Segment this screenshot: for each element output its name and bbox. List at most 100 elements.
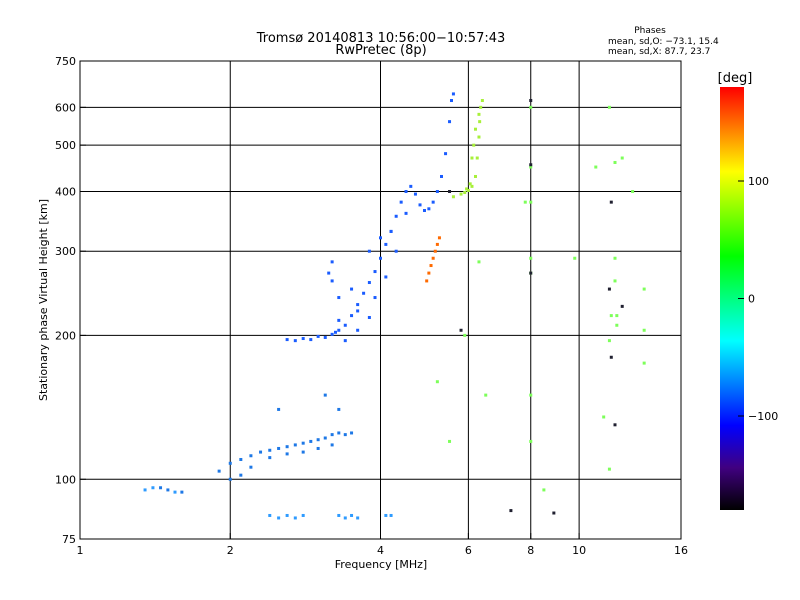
data-point [143, 488, 147, 492]
data-point [249, 454, 253, 458]
data-point [642, 328, 646, 332]
data-point [552, 511, 556, 515]
series-f-layer-x-mode-trace [451, 99, 484, 199]
data-point [228, 461, 232, 465]
data-point [285, 513, 289, 517]
y-tick-label: 300 [55, 245, 76, 258]
data-point [477, 135, 481, 139]
data-point [228, 477, 232, 481]
data-point [435, 380, 439, 384]
data-point [333, 330, 337, 334]
data-point [470, 156, 474, 160]
data-point [343, 323, 347, 327]
data-point [613, 423, 617, 427]
data-point [309, 338, 313, 342]
data-point [429, 264, 433, 268]
data-point [431, 200, 435, 204]
data-point [613, 256, 617, 260]
x-axis-label: Frequency [MHz] [335, 558, 427, 571]
data-point [379, 256, 382, 260]
data-point [448, 189, 452, 193]
data-point [389, 513, 393, 517]
data-point [330, 332, 334, 336]
data-point [350, 314, 354, 318]
data-point [343, 516, 347, 520]
data-point [268, 448, 272, 452]
x-tick-label: 1 [77, 544, 84, 557]
data-point [573, 256, 577, 260]
data-point [173, 490, 177, 494]
data-point [293, 443, 297, 447]
data-point [642, 361, 646, 365]
data-point [239, 457, 243, 461]
grid-lines [80, 61, 681, 539]
data-point [459, 328, 463, 332]
data-point [399, 200, 403, 204]
data-point [293, 339, 297, 343]
data-point [435, 189, 439, 193]
data-point [268, 456, 272, 460]
data-point [631, 189, 635, 193]
data-point [367, 281, 371, 285]
colorbar-tick-label: −100 [748, 410, 778, 423]
data-point [425, 279, 429, 283]
data-point [337, 328, 341, 332]
series-f-layer-o-mode-trace [285, 92, 455, 343]
data-point [293, 516, 297, 520]
data-point [350, 513, 354, 517]
data-point [451, 92, 455, 96]
y-tick-label: 75 [62, 533, 76, 546]
data-point [373, 270, 377, 274]
data-point [151, 486, 155, 490]
data-point [384, 513, 388, 517]
y-tick-label: 200 [55, 329, 76, 342]
series-dark-scattered-points [448, 99, 624, 515]
data-point [356, 328, 360, 332]
data-point [529, 271, 533, 275]
data-point [350, 287, 354, 291]
data-point [609, 200, 613, 204]
data-point [301, 337, 305, 341]
colorbar-tick-label: 0 [748, 293, 755, 306]
data-point [337, 318, 341, 322]
data-point [301, 513, 305, 517]
data-point [389, 229, 393, 233]
colorbar-label: [deg] [718, 71, 753, 86]
data-point [529, 439, 533, 443]
data-point [444, 152, 448, 156]
data-point [463, 191, 467, 195]
data-point [473, 127, 477, 131]
data-point [337, 513, 341, 517]
data-point [523, 200, 527, 204]
data-point [259, 450, 263, 454]
data-point [451, 195, 455, 199]
data-point [316, 334, 320, 338]
data-point [433, 249, 437, 253]
data-point [435, 242, 439, 246]
data-point [362, 291, 366, 295]
data-point [409, 184, 413, 188]
plot-frame [79, 60, 682, 540]
data-point [529, 105, 533, 109]
data-point [350, 431, 354, 435]
data-point [356, 309, 360, 313]
data-point [330, 279, 334, 283]
data-point [301, 441, 305, 445]
data-point [373, 296, 377, 300]
data-point [309, 439, 313, 443]
data-point [463, 333, 467, 337]
data-point [472, 143, 476, 147]
data-point [459, 192, 463, 196]
data-point [337, 407, 341, 411]
chart-subtitle: RwPretec (8p) [335, 43, 426, 58]
series-sporadic-low-echoes [143, 486, 393, 520]
data-point [384, 242, 388, 246]
data-point [180, 490, 184, 494]
data-point [465, 187, 469, 191]
data-point [327, 271, 331, 275]
data-point [394, 249, 398, 253]
data-point [607, 339, 611, 343]
stats-x-mode: mean, sd,X: 87.7, 23.7 [608, 47, 710, 57]
data-point [323, 335, 327, 339]
